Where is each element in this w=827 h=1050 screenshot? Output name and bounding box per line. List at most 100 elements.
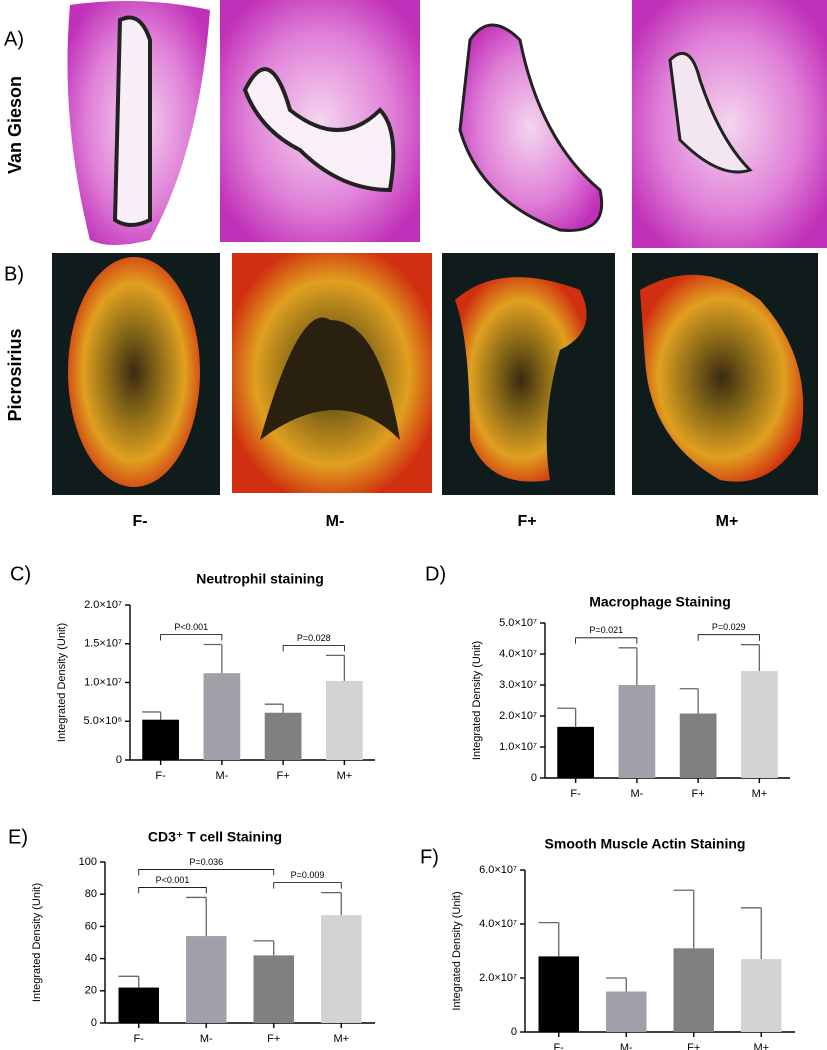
significance-label: P=0.021 [589, 625, 623, 635]
panel-label: E) [8, 826, 28, 848]
x-tick-label: F+ [277, 770, 290, 782]
panel-label: F) [420, 846, 439, 868]
y-axis-label: Integrated Density (Unit) [56, 623, 68, 742]
lumen [668, 51, 753, 174]
significance-bracket [160, 634, 223, 641]
significance-label: P<0.001 [174, 622, 208, 632]
x-tick-label: M- [200, 1033, 213, 1045]
bar [673, 948, 714, 1032]
x-tick-label: F- [554, 1042, 565, 1050]
x-tick-label: F+ [692, 788, 705, 800]
lumen [242, 67, 396, 193]
significance-label: P=0.029 [712, 622, 746, 632]
x-tick-label: F+ [687, 1042, 700, 1050]
x-tick-label: M+ [753, 1042, 769, 1050]
significance-bracket [575, 637, 638, 644]
significance-bracket [282, 644, 345, 652]
bar [321, 915, 362, 1023]
micrograph-row [55, 0, 827, 248]
y-tick-label: 0 [91, 1017, 97, 1029]
significance-label: P<0.001 [156, 875, 190, 885]
bar [538, 956, 579, 1032]
chart-title: Neutrophil staining [196, 571, 324, 587]
y-tick-label: 4.0×10⁷ [479, 918, 517, 930]
bar [618, 685, 656, 778]
y-axis-label: Integrated Density (Unit) [31, 883, 43, 1002]
y-tick-label: 0 [116, 754, 122, 766]
column-label: F- [132, 513, 147, 530]
x-tick-label: F+ [267, 1033, 280, 1045]
column-label: M- [326, 513, 345, 530]
x-tick-label: M+ [337, 770, 353, 782]
chart-title: Macrophage Staining [589, 594, 731, 610]
bar [264, 712, 302, 760]
x-tick-label: M+ [752, 788, 768, 800]
panel-label: A) [4, 28, 24, 50]
y-tick-label: 5.0×10⁶ [84, 715, 122, 727]
y-tick-label: 100 [79, 856, 97, 868]
micrograph-row [52, 253, 818, 495]
tissue [640, 274, 804, 482]
bar [679, 713, 717, 778]
significance-bracket [138, 887, 207, 894]
bar [606, 991, 647, 1032]
column-label: F+ [517, 513, 536, 530]
y-tick-label: 6.0×10⁷ [479, 864, 517, 876]
y-tick-label: 1.5×10⁷ [84, 638, 122, 650]
row-label: Van Gieson [5, 76, 25, 174]
y-tick-label: 1.0×10⁷ [84, 676, 122, 688]
bar [557, 726, 594, 778]
panel-label: D) [425, 563, 446, 585]
y-tick-label: 3.0×10⁷ [499, 679, 537, 691]
y-axis-label: Integrated Density (Unit) [451, 891, 463, 1010]
significance-label: P=0.028 [297, 633, 331, 643]
bar [118, 987, 159, 1023]
x-tick-label: M- [620, 1042, 633, 1050]
y-tick-label: 40 [85, 953, 97, 965]
y-tick-label: 2.0×10⁷ [499, 710, 537, 722]
y-tick-label: 1.0×10⁷ [499, 741, 537, 753]
y-tick-label: 4.0×10⁷ [499, 648, 537, 660]
x-tick-label: M- [630, 788, 643, 800]
micrograph [632, 0, 827, 248]
bar [142, 719, 179, 760]
y-tick-label: 0 [531, 772, 537, 784]
lumen [260, 317, 400, 440]
bar [326, 680, 363, 760]
bar [741, 959, 782, 1032]
bar [741, 671, 778, 778]
bar [253, 955, 294, 1023]
significance-label: P=0.009 [291, 870, 325, 880]
y-tick-label: 0 [511, 1026, 517, 1038]
significance-bracket [138, 869, 275, 876]
chart-title: CD3⁺ T cell Staining [148, 829, 282, 845]
y-tick-label: 80 [85, 888, 97, 900]
x-tick-label: M+ [333, 1033, 349, 1045]
y-tick-label: 20 [85, 985, 97, 997]
panel-label: B) [4, 263, 24, 285]
x-tick-label: F- [155, 770, 166, 782]
significance-bracket [697, 634, 760, 641]
y-tick-label: 60 [85, 920, 97, 932]
chart-title: Smooth Muscle Actin Staining [545, 836, 746, 852]
y-tick-label: 2.0×10⁷ [479, 972, 517, 984]
significance-label: P=0.036 [189, 857, 223, 867]
bar [186, 936, 227, 1023]
lumen [112, 15, 152, 227]
x-tick-label: F- [134, 1033, 145, 1045]
tissue [455, 277, 587, 482]
x-tick-label: F- [570, 788, 581, 800]
y-tick-label: 2.0×10⁷ [84, 599, 122, 611]
panel-label: C) [10, 563, 31, 585]
tissue [458, 23, 604, 232]
micrograph [220, 0, 420, 242]
x-tick-label: M- [215, 770, 228, 782]
row-label: Picrosirius [5, 328, 25, 421]
y-axis-label: Integrated Density (Unit) [471, 641, 483, 760]
bar [203, 673, 241, 760]
y-tick-label: 5.0×10⁷ [499, 617, 537, 629]
column-label: M+ [716, 513, 739, 530]
significance-bracket [273, 882, 342, 889]
